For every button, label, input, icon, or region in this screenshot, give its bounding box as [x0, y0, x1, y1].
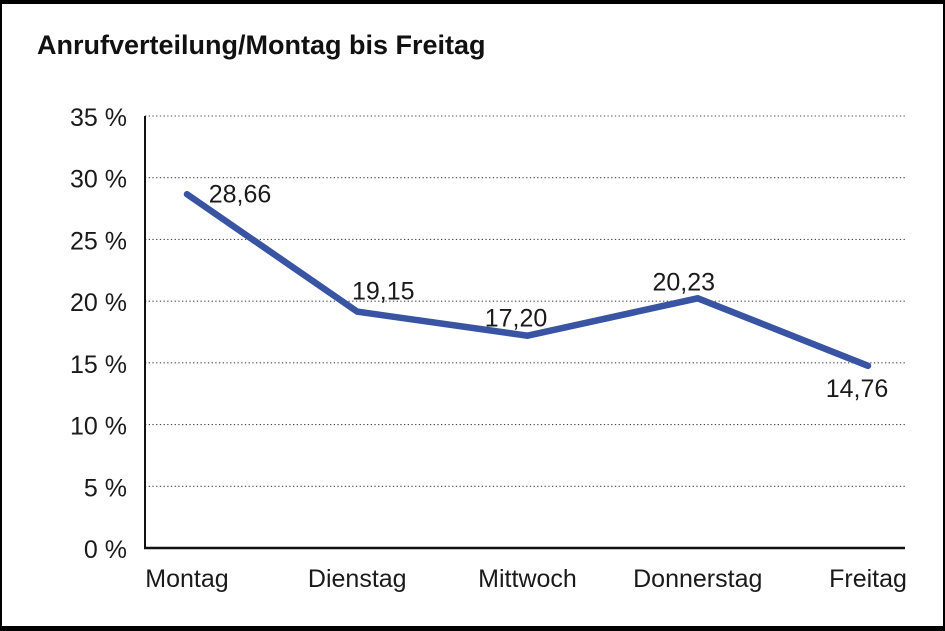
x-tick-label: Dienstag [308, 565, 407, 593]
y-tick-label: 0 % [84, 536, 127, 564]
y-tick-label: 30 % [70, 166, 127, 194]
y-tick-label: 25 % [70, 227, 127, 255]
y-tick-label: 35 % [70, 104, 127, 132]
y-tick-label: 20 % [70, 289, 127, 317]
y-tick-label: 5 % [84, 474, 127, 502]
frame-border-bottom [0, 626, 945, 631]
y-tick-label: 15 % [70, 351, 127, 379]
data-point-label: 19,15 [352, 278, 415, 306]
x-tick-label: Mittwoch [478, 565, 577, 593]
frame-border-right [943, 0, 945, 631]
y-tick-label: 10 % [70, 413, 127, 441]
data-point-label: 17,20 [485, 305, 548, 333]
frame-border-left [0, 0, 2, 631]
data-line [183, 191, 872, 370]
chart-title: Anrufverteilung/Montag bis Freitag [37, 30, 486, 60]
x-tick-label: Montag [145, 565, 228, 593]
x-tick-label: Freitag [829, 565, 907, 593]
x-tick-label: Donnerstag [633, 565, 762, 593]
data-point-label: 14,76 [826, 375, 889, 403]
frame-border-top [0, 0, 945, 4]
data-point-label: 20,23 [652, 268, 715, 296]
data-point-label: 28,66 [209, 180, 272, 208]
